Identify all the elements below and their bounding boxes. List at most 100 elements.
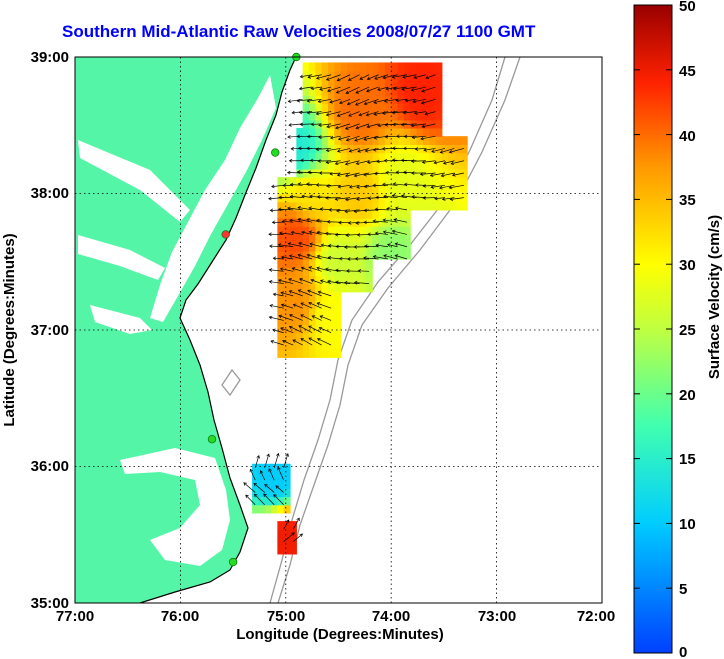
velocity-cell (252, 488, 259, 498)
velocity-vector-head (300, 266, 305, 271)
velocity-vector-head (355, 102, 359, 106)
velocity-cell (353, 177, 361, 186)
velocity-cell (391, 152, 399, 162)
velocity-vector (280, 268, 294, 272)
velocity-cell (264, 463, 272, 473)
velocity-vector (365, 148, 379, 152)
velocity-cell (334, 234, 342, 244)
velocity-vector-head (280, 291, 285, 295)
velocity-cell (302, 275, 310, 285)
velocity-cell (302, 308, 310, 317)
y-tick-label: 36:00 (31, 458, 69, 475)
velocity-cell (403, 127, 411, 137)
velocity-cell (346, 201, 354, 211)
velocity-vector-head (395, 170, 400, 175)
velocity-cell (308, 78, 316, 88)
velocity-vector (373, 98, 389, 104)
velocity-vector-head (335, 125, 339, 130)
velocity-cell (410, 185, 418, 195)
velocity-vector-head (422, 184, 426, 188)
velocity-cell (416, 62, 424, 72)
velocity-vector-head (289, 182, 294, 187)
velocity-vector-head (422, 196, 426, 200)
velocity-cell (422, 177, 430, 186)
velocity-vector-head (315, 111, 320, 116)
colorbar-tick-label: 30 (679, 257, 696, 274)
velocity-cell (365, 259, 373, 268)
bay-water (150, 75, 276, 322)
velocity-vector (310, 279, 322, 284)
velocity-vector-head (451, 173, 456, 177)
velocity-vector-head (297, 289, 302, 293)
velocity-cell (353, 103, 361, 113)
velocity-vector (312, 315, 322, 321)
velocity-cell (334, 201, 342, 211)
velocity-cell (359, 136, 367, 145)
velocity-cell (321, 209, 329, 219)
velocity-vector-head (385, 86, 390, 91)
velocity-vector (393, 183, 408, 186)
velocity-cell (372, 78, 380, 88)
velocity-vector (422, 123, 436, 128)
velocity-cell (353, 234, 361, 244)
velocity-cell (359, 160, 367, 170)
velocity-cell (302, 316, 310, 326)
velocity-vector (401, 195, 417, 198)
velocity-cell (365, 119, 373, 129)
velocity-vector-head (264, 483, 268, 488)
velocity-cell (346, 193, 354, 203)
velocity-cell (271, 496, 278, 506)
velocity-vector-head (403, 146, 407, 151)
velocity-cell (290, 340, 297, 350)
velocity-cell (321, 324, 329, 334)
velocity-cell (391, 78, 399, 88)
velocity-vector (443, 160, 455, 164)
velocity-cell (327, 136, 335, 145)
velocity-vector (292, 517, 300, 530)
velocity-cell (321, 152, 329, 162)
velocity-cell (359, 259, 367, 268)
velocity-cell (315, 259, 323, 268)
velocity-cell (403, 136, 411, 145)
velocity-cell (315, 168, 323, 178)
velocity-cell (403, 209, 411, 219)
velocity-cell (391, 160, 399, 170)
velocity-vector (287, 172, 303, 174)
colorbar-ticks (634, 4, 672, 654)
velocity-cell (365, 78, 373, 88)
velocity-cell (302, 209, 310, 219)
velocity-vector-head (325, 267, 329, 272)
velocity-vector-head (297, 253, 302, 258)
velocity-cell (321, 332, 329, 342)
velocity-cell (397, 136, 405, 145)
velocity-vector-head (348, 77, 352, 81)
velocity-vector-head (353, 209, 358, 214)
velocity-vector (319, 327, 332, 334)
velocity-vector-head (450, 161, 455, 166)
velocity-vector (424, 111, 436, 115)
velocity-cell (378, 242, 386, 252)
velocity-cell (277, 209, 285, 219)
velocity-cell (378, 70, 386, 80)
velocity-cell (271, 488, 278, 498)
velocity-vector (280, 292, 294, 297)
velocity-cell (391, 242, 399, 252)
velocity-cell (283, 259, 291, 268)
velocity-cell (365, 283, 373, 293)
velocity-cell (397, 95, 405, 105)
velocity-vector-head (420, 136, 424, 141)
velocity-cell (448, 201, 456, 211)
velocity-cell (327, 291, 335, 301)
velocity-vector-head (338, 220, 342, 225)
velocity-cell (403, 70, 411, 80)
velocity-cell (378, 136, 386, 145)
velocity-cell (429, 152, 437, 162)
velocity-vector (395, 243, 408, 248)
velocity-vector-head (373, 171, 378, 176)
velocity-vector-head (375, 195, 379, 200)
velocity-cell (321, 291, 329, 301)
velocity-cell (327, 160, 335, 170)
velocity-cell (340, 275, 348, 285)
velocity-cell (365, 62, 373, 72)
velocity-vector-head (344, 173, 349, 178)
